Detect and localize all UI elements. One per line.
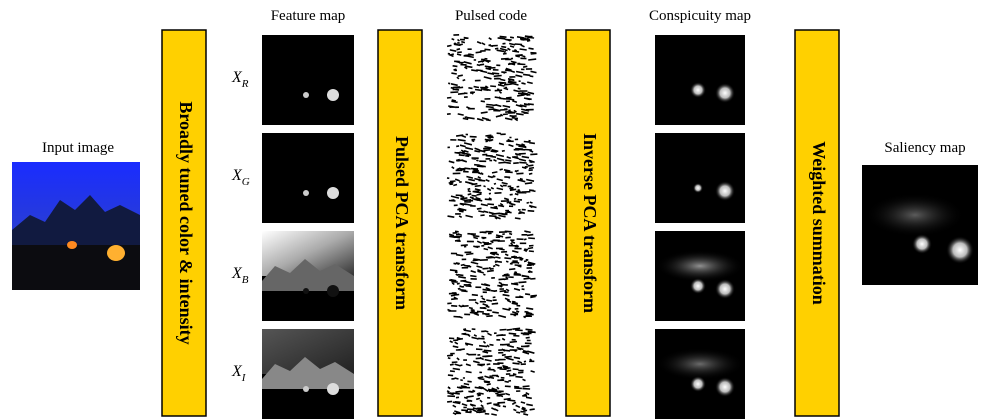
stage: Broadly tuned color & intensity bbox=[162, 30, 206, 416]
pulsed-code-image bbox=[447, 35, 537, 125]
stage-label: Pulsed PCA transform bbox=[392, 136, 412, 310]
pulsed-code-image bbox=[447, 231, 537, 321]
column-header: Conspicuity map bbox=[649, 8, 751, 24]
input-label: Input image bbox=[42, 140, 114, 156]
feature-map-image bbox=[262, 133, 354, 223]
feature-map-image bbox=[262, 329, 354, 419]
stage: Weighted summation bbox=[795, 30, 839, 416]
stage-label: Inverse PCA transform bbox=[580, 133, 600, 313]
diagram: Input image Feature map Pulsed code Cons… bbox=[0, 0, 988, 419]
conspicuity-map-image bbox=[655, 133, 745, 223]
stage: Pulsed PCA transform bbox=[378, 30, 422, 416]
conspicuity-map-image bbox=[655, 231, 745, 321]
feature-map-image bbox=[262, 35, 354, 125]
stage-label: Weighted summation bbox=[809, 141, 829, 305]
feature-map-image bbox=[262, 231, 354, 321]
pulsed-code-image bbox=[447, 328, 536, 419]
output-label: Saliency map bbox=[884, 140, 965, 156]
input-image bbox=[12, 162, 140, 290]
feature-symbol: XG bbox=[231, 167, 250, 188]
stage: Inverse PCA transform bbox=[566, 30, 610, 416]
stage-label: Broadly tuned color & intensity bbox=[176, 101, 196, 344]
feature-symbol: XI bbox=[231, 363, 247, 384]
feature-symbol: XB bbox=[231, 265, 249, 286]
conspicuity-map-image bbox=[655, 329, 745, 419]
conspicuity-map-image bbox=[655, 35, 745, 125]
column-header: Pulsed code bbox=[455, 8, 527, 24]
pulsed-code-image bbox=[447, 133, 537, 223]
saliency-image bbox=[862, 165, 978, 285]
feature-symbol: XR bbox=[231, 69, 249, 90]
column-header: Feature map bbox=[271, 8, 346, 24]
